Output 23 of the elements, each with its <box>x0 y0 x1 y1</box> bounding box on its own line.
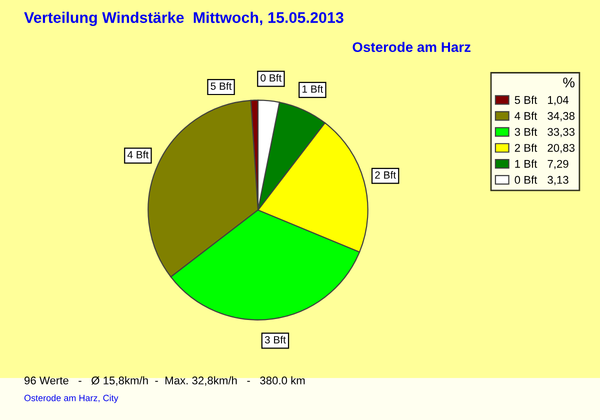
slice-label: 1 Bft <box>302 85 324 93</box>
data-label: 20,83 <box>548 144 575 154</box>
data-label: 34,38 <box>548 112 575 122</box>
slice-label: 3 Bft <box>264 336 286 344</box>
chart-title: Verteilung Windstärke Mittwoch, 15.05.2013 <box>24 12 344 26</box>
category-label: 5 Bft <box>210 82 232 90</box>
legend-label: 3 Bft <box>514 128 538 136</box>
data-label: 1,04 <box>548 96 568 106</box>
slice-label: 0 Bft <box>260 74 282 82</box>
data-label: 7,29 <box>548 160 568 170</box>
text: 96 Werte - Ø 15,8km/h - Max. 32,8km/h - 380.0 km <box>24 376 305 386</box>
data-label: 3,13 <box>548 176 568 186</box>
legend-label: 2 Bft <box>514 144 538 152</box>
text: Osterode am Harz, City <box>24 394 118 403</box>
slice-label: 4 Bft <box>127 150 149 158</box>
legend-label: 0 Bft <box>514 176 538 184</box>
chart-subtitle: Osterode am Harz <box>352 42 471 52</box>
data-label: 33,33 <box>548 128 575 138</box>
legend-label: 4 Bft <box>514 112 538 120</box>
legend-label: 1 Bft <box>515 160 538 168</box>
slice-label: 2 Bft <box>375 171 396 179</box>
legend-title: % <box>563 78 575 88</box>
legend-label: 5 Bft <box>514 96 538 104</box>
